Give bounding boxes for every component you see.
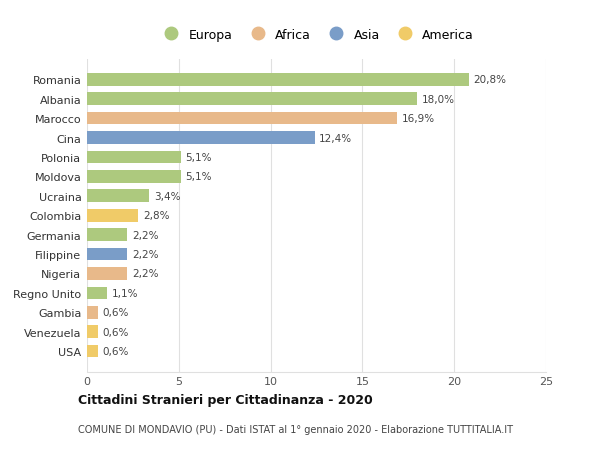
Text: 2,2%: 2,2% bbox=[132, 250, 158, 259]
Bar bbox=[87, 229, 127, 241]
Text: 5,1%: 5,1% bbox=[185, 153, 212, 162]
Bar bbox=[87, 287, 107, 300]
Bar bbox=[87, 325, 98, 338]
Text: 0,6%: 0,6% bbox=[103, 327, 129, 337]
Bar bbox=[87, 171, 181, 183]
Bar bbox=[87, 132, 314, 145]
Bar bbox=[87, 93, 418, 106]
Bar bbox=[87, 268, 127, 280]
Bar bbox=[87, 248, 127, 261]
Text: COMUNE DI MONDAVIO (PU) - Dati ISTAT al 1° gennaio 2020 - Elaborazione TUTTITALI: COMUNE DI MONDAVIO (PU) - Dati ISTAT al … bbox=[78, 424, 513, 434]
Bar bbox=[87, 209, 139, 222]
Text: 16,9%: 16,9% bbox=[402, 114, 435, 124]
Text: 20,8%: 20,8% bbox=[473, 75, 506, 85]
Text: 2,8%: 2,8% bbox=[143, 211, 169, 221]
Bar bbox=[87, 151, 181, 164]
Text: 18,0%: 18,0% bbox=[422, 95, 455, 105]
Text: 2,2%: 2,2% bbox=[132, 269, 158, 279]
Bar bbox=[87, 74, 469, 86]
Legend: Europa, Africa, Asia, America: Europa, Africa, Asia, America bbox=[159, 28, 474, 41]
Bar bbox=[87, 345, 98, 358]
Bar bbox=[87, 190, 149, 203]
Bar bbox=[87, 112, 397, 125]
Text: 2,2%: 2,2% bbox=[132, 230, 158, 240]
Bar bbox=[87, 306, 98, 319]
Text: 0,6%: 0,6% bbox=[103, 347, 129, 356]
Text: Cittadini Stranieri per Cittadinanza - 2020: Cittadini Stranieri per Cittadinanza - 2… bbox=[78, 393, 373, 406]
Text: 3,4%: 3,4% bbox=[154, 191, 181, 202]
Text: 1,1%: 1,1% bbox=[112, 288, 138, 298]
Text: 0,6%: 0,6% bbox=[103, 308, 129, 318]
Text: 5,1%: 5,1% bbox=[185, 172, 212, 182]
Text: 12,4%: 12,4% bbox=[319, 133, 352, 143]
